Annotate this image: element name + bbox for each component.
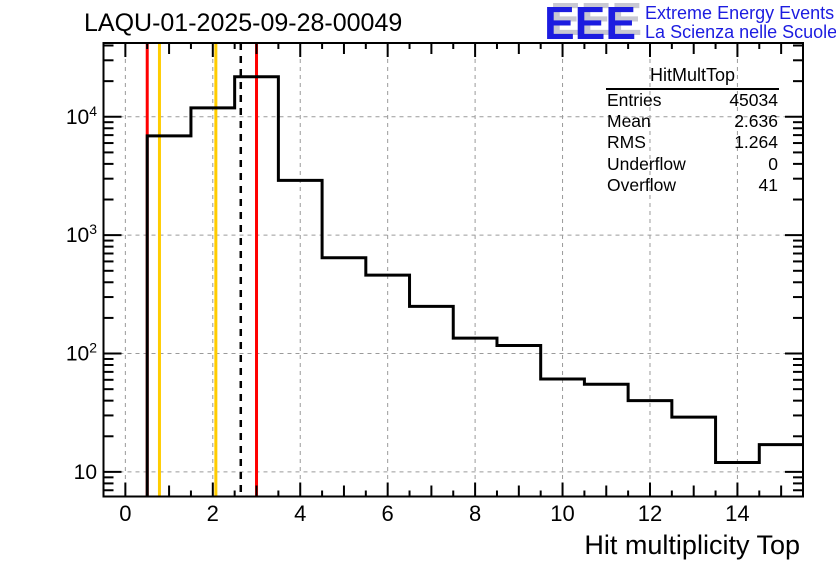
stats-box-rows: Entries 45034 Mean 2.636 RMS 1.264 Underflow 0 O… [606,90,779,196]
stats-value: 45034 [729,90,778,110]
histogram-step-line [145,75,803,497]
x-tick-label: 2 [207,501,219,526]
page-title: LAQU-01-2025-09-28-00049 [84,9,403,37]
y-tick-label: 102 [66,340,97,366]
stats-row: Mean 2.636 [606,111,779,132]
x-tick-label: 4 [294,501,306,526]
stats-value: 41 [758,174,778,195]
eee-logo-subtitle: Extreme Energy Events La Scienza nelle S… [645,4,836,42]
x-tick-label: 8 [469,501,481,526]
stats-row: Underflow 0 [606,154,779,175]
eee-logo-subtitle-line1: Extreme Energy Events [645,3,835,23]
stats-value: 0 [768,153,778,174]
stats-label: RMS [607,132,646,153]
stats-value: 1.264 [734,132,778,153]
stats-row: RMS 1.264 [606,132,779,153]
stats-box-title: HitMultTop [606,65,779,90]
y-tick-label: 103 [66,221,97,247]
stats-value: 2.636 [734,111,778,132]
x-tick-label: 14 [725,501,749,526]
x-axis-title: Hit multiplicity Top [584,530,800,560]
stats-label: Entries [607,90,662,110]
x-tick-label: 10 [550,501,574,526]
x-tick-label: 12 [638,501,662,526]
eee-logo-acronym: EEE [544,0,637,49]
stats-label: Overflow [607,174,677,195]
y-tick-label: 104 [66,103,97,129]
x-tick-label: 0 [119,501,131,526]
eee-logo: EEE Extreme Energy Events La Scienza nel… [544,0,836,49]
stats-label: Underflow [607,153,686,174]
stats-row: Entries 45034 [606,90,779,111]
x-tick-label: 6 [382,501,394,526]
stats-label: Mean [607,111,651,132]
y-tick-label: 10 [74,461,97,484]
stats-row: Overflow 41 [606,175,779,196]
eee-logo-subtitle-line2: La Scienza nelle Scuole [645,22,836,42]
stats-box: HitMultTop Entries 45034 Mean 2.636 RMS 1.264… [606,65,779,196]
